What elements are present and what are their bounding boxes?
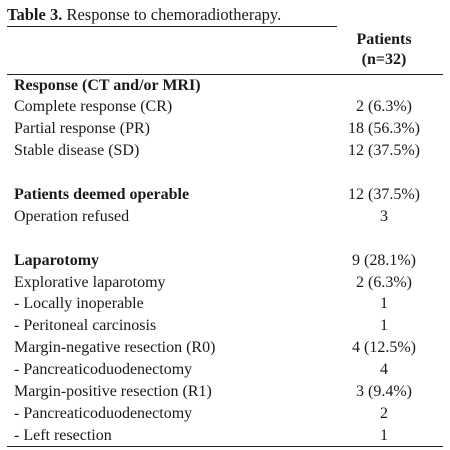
section-heading-operable: Patients deemed operable [14,186,190,203]
row-value: 1 [380,427,388,444]
row-label: - Pancreaticoduodenectomy [14,405,193,422]
section-heading-response: Response (CT and/or MRI) [14,77,201,94]
column-header-n: (n=32) [361,51,407,68]
row-value: 12 (37.5%) [348,186,420,203]
row-label: Explorative laparotomy [14,274,166,291]
row-value: 2 (6.3%) [356,274,412,291]
row-value: 18 (56.3%) [348,120,420,137]
row-value: 2 (6.3%) [356,98,412,115]
table-title: Response to chemoradiotherapy. [62,5,282,24]
row-value: 12 (37.5%) [348,142,420,159]
row-value: 2 [380,405,388,422]
row-label: Operation refused [14,208,130,225]
row-value: 1 [380,317,388,334]
row-value: 1 [380,295,388,312]
row-label: - Locally inoperable [14,295,144,312]
row-label: - Left resection [14,427,112,444]
row-value: 4 (12.5%) [352,339,416,356]
row-value: 3 [380,208,388,225]
row-value: 9 (28.1%) [352,252,416,269]
row-label: Stable disease (SD) [14,142,140,159]
table-caption: Table 3. Response to chemoradiotherapy. [7,4,337,27]
row-label: Partial response (PR) [14,120,150,137]
table-bottom-rule [7,446,443,447]
row-value: 4 [380,361,388,378]
row-label: Margin-positive resection (R1) [14,383,212,400]
column-header-patients: Patients [356,31,412,48]
row-label: Complete response (CR) [14,98,173,115]
section-heading-laparotomy: Laparotomy [14,252,100,269]
row-value: 3 (9.4%) [356,383,412,400]
header-rule [7,74,443,75]
table-number: Table 3. [7,5,63,24]
row-label: Margin-negative resection (R0) [14,339,216,356]
row-label: - Pancreaticoduodenectomy [14,361,193,378]
row-label: - Peritoneal carcinosis [14,317,157,334]
